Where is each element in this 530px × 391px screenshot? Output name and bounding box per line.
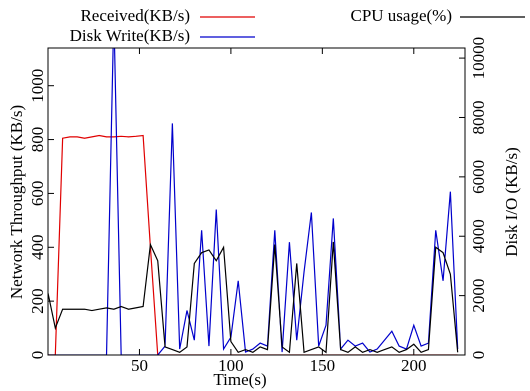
x-tick-label: 50 [131,356,148,375]
y-tick-label: 400 [28,235,47,261]
y2-tick-label: 4000 [469,219,488,253]
y-tick-label: 800 [28,127,47,153]
y2-tick-label: 8000 [469,100,488,134]
y-axis-label: Network Throughput (KB/s) [7,105,26,299]
y-tick-label: 0 [28,351,47,360]
y-tick-label: 200 [28,288,47,314]
x-tick-label: 100 [218,356,244,375]
y-tick-label: 1000 [28,69,47,103]
data-line [48,48,459,355]
legend-label: Disk Write(KB/s) [70,26,190,45]
y2-tick-label: 6000 [469,160,488,194]
data-line [48,241,459,354]
x-tick-label: 200 [401,356,427,375]
y2-tick-label: 10000 [469,37,488,79]
y2-axis-label: Disk I/O (KB/s) [502,147,521,257]
y2-tick-label: 2000 [469,279,488,313]
plot-frame [47,47,466,356]
legend-label: Received(KB/s) [80,6,190,25]
y2-tick-label: 0 [469,351,488,360]
y-tick-label: 600 [28,181,47,207]
legend-label: CPU usage(%) [350,6,452,25]
x-tick-label: 150 [310,356,336,375]
x-axis-label: Time(s) [213,370,266,389]
